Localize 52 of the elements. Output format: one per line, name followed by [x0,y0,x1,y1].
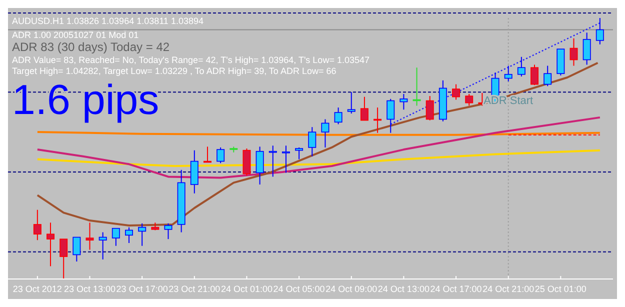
candlestick [256,146,264,186]
candlestick [504,65,512,82]
candlestick [282,145,290,174]
candlestick [426,96,434,121]
annotation: ADR 83 (30 days) Today = 42 [12,40,170,54]
candlestick [530,64,539,86]
candlestick [400,93,408,110]
x-tick-label: 25 Oct 01:00 [534,284,586,294]
x-tick-label: 24 Oct 09:00 [326,284,378,294]
candlestick [86,222,94,250]
candlestick [190,150,198,194]
annotation: ADR Start [484,95,534,108]
x-tick-label: 23 Oct 13:00 [64,284,116,294]
annotation: 1.6 pips [12,76,160,123]
candlestick [465,93,474,106]
candlestick [98,232,107,260]
annotation: ADR 1.00 20051027 01 Mod 01 [12,30,139,40]
candlestick [347,92,356,114]
candlestick [46,222,55,267]
candlestick [452,84,460,100]
chart-title: AUDUSD.H1 1.03826 1.03964 1.03811 1.03894 [12,16,204,26]
candlestick [570,38,578,66]
x-tick-label: 23 Oct 2012 [12,284,62,294]
x-tick-label: 24 Oct 17:00 [430,284,482,294]
candlestick [360,96,368,121]
candlestick [138,222,146,246]
candlestick [216,146,225,164]
x-tick-label: 23 Oct 17:00 [116,284,168,294]
candlestick [112,228,120,246]
candlestick [60,238,68,280]
annotation: ADR Value= 83, Reached= No, Today's Range= 42, T's High= 1.03964, T's Low= 1.03547 [12,55,370,65]
x-tick-label: 24 Oct 13:00 [378,284,430,294]
candlestick [125,226,133,244]
candlestick [268,145,277,178]
candlestick [517,56,526,77]
candlestick [321,118,330,148]
candlestick [582,32,591,66]
candlestick [596,18,604,45]
candlestick [295,146,304,160]
candlestick [164,222,172,240]
candlestick [334,107,342,125]
x-tick-label: 23 Oct 21:00 [168,284,220,294]
candlestick [72,236,81,262]
x-tick-label: 24 Oct 21:00 [482,284,534,294]
x-tick-label: 24 Oct 01:00 [220,284,273,294]
candlestick [33,209,42,241]
candlestick [386,98,395,134]
candlestick [308,126,316,157]
annotation: Target High= 1.04282, Target Low= 1.03229 , To ADR High= 39, To ADR Low= 66 [12,66,336,76]
candlestick [544,65,552,87]
x-tick-label: 24 Oct 05:00 [273,284,325,294]
candlestick [242,148,251,176]
